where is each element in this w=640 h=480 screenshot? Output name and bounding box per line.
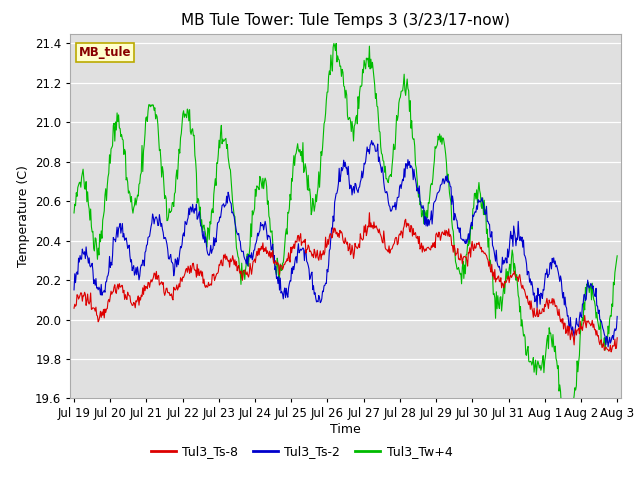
Legend: Tul3_Ts-8, Tul3_Ts-2, Tul3_Tw+4: Tul3_Ts-8, Tul3_Ts-2, Tul3_Tw+4 bbox=[146, 440, 457, 463]
Text: MB_tule: MB_tule bbox=[79, 47, 131, 60]
Y-axis label: Temperature (C): Temperature (C) bbox=[17, 165, 29, 267]
Title: MB Tule Tower: Tule Temps 3 (3/23/17-now): MB Tule Tower: Tule Temps 3 (3/23/17-now… bbox=[181, 13, 510, 28]
X-axis label: Time: Time bbox=[330, 423, 361, 436]
